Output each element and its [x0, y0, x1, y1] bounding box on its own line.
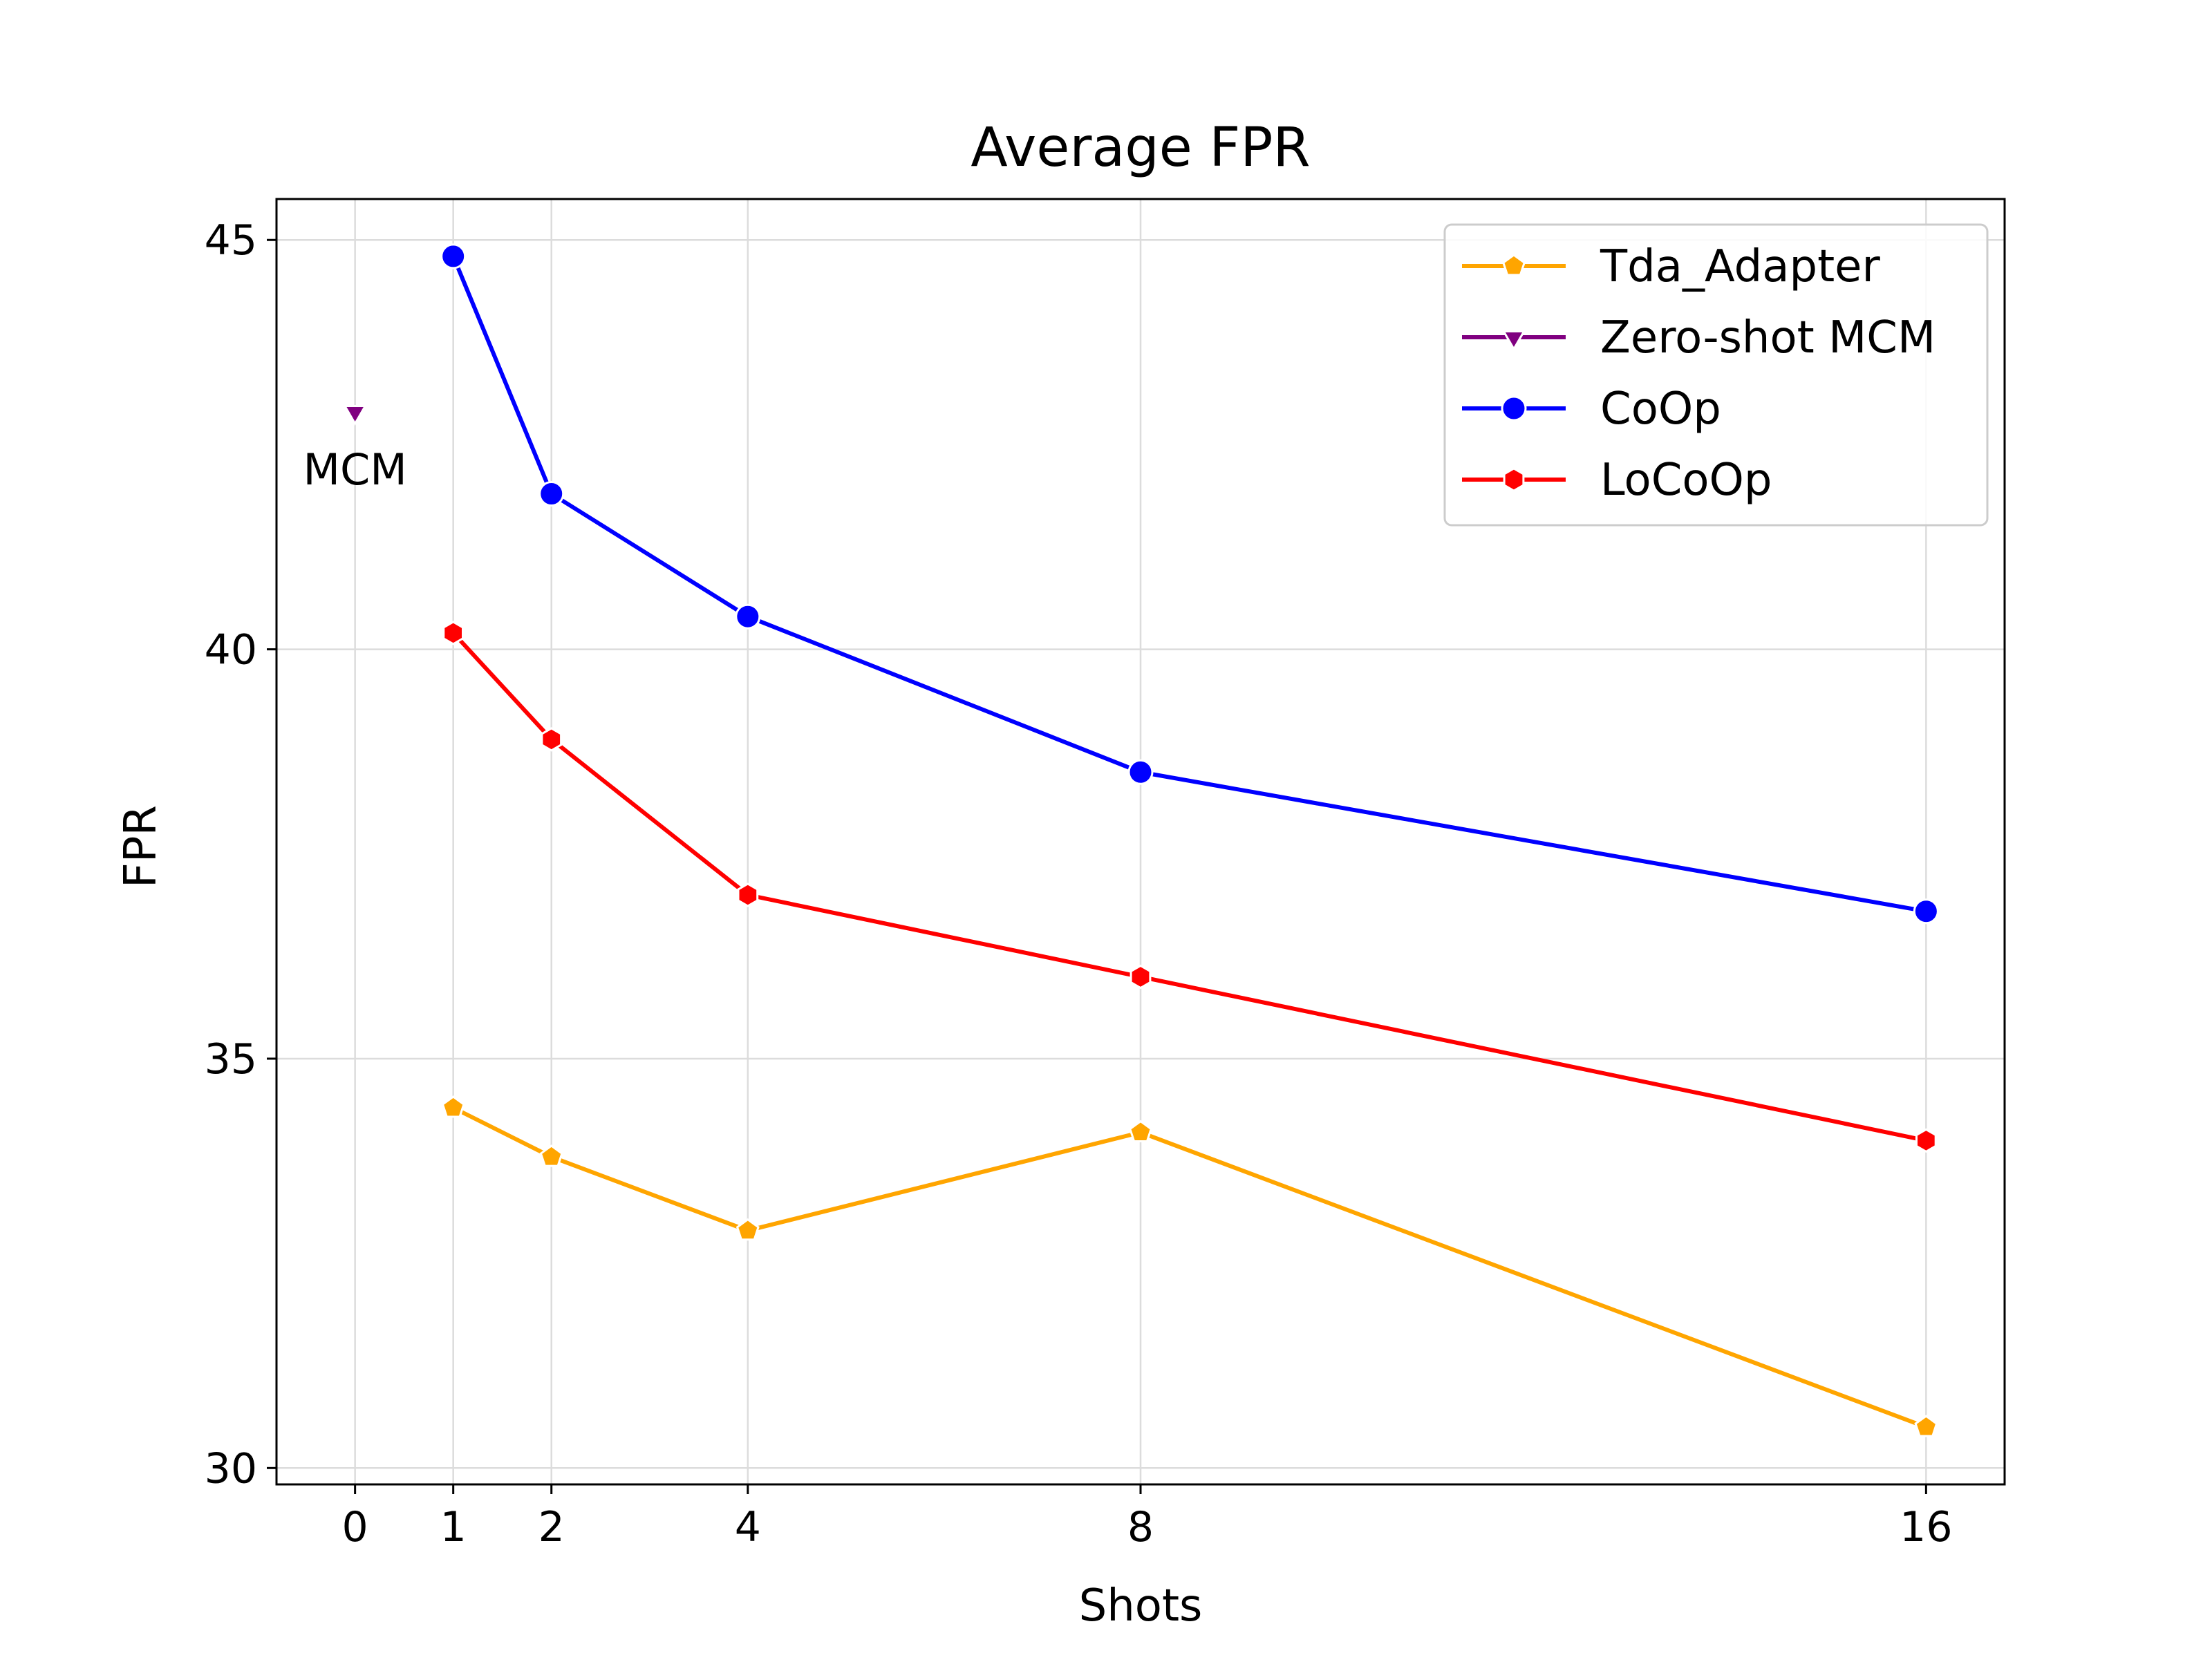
x-tick-label: 16: [1900, 1503, 1952, 1551]
legend-label: Tda_Adapter: [1600, 241, 1881, 292]
legend: Tda_Adapter Zero-shot MCM CoOp LoCoOp: [1443, 223, 1989, 527]
legend-box: [1443, 223, 1989, 527]
ticks-layer: 0 1 2 4 8 16 30 35 40 45: [205, 216, 1953, 1551]
legend-label: CoOp: [1600, 384, 1721, 435]
legend-marker: [1502, 254, 1526, 276]
legend-marker: [1503, 467, 1525, 492]
data-point-tda-adapter: [1914, 1415, 1938, 1437]
data-point-tda-adapter: [735, 1218, 760, 1241]
data-point-locoop: [541, 727, 563, 752]
legend-label: Zero-shot MCM: [1600, 312, 1936, 363]
data-point-coop: [1913, 898, 1939, 925]
data-point-coop: [735, 603, 761, 630]
data-point-coop: [538, 480, 565, 507]
annotation-label: MCM: [303, 444, 406, 495]
data-point-coop: [1127, 759, 1154, 785]
legend-marker: [1501, 330, 1526, 352]
y-axis-label: FPR: [115, 805, 167, 888]
x-tick-label: 1: [440, 1503, 467, 1551]
x-axis-label: Shots: [1079, 1580, 1203, 1632]
x-tick-label: 0: [342, 1503, 368, 1551]
data-point-zero-shot-mcm: [343, 405, 368, 426]
data-point-tda-adapter: [1129, 1120, 1152, 1142]
x-tick-label: 2: [538, 1503, 565, 1551]
data-point-locoop: [1130, 964, 1152, 990]
chart-title: Average FPR: [971, 117, 1310, 179]
x-tick-label: 8: [1127, 1503, 1154, 1551]
data-point-tda-adapter: [539, 1144, 563, 1167]
y-tick-label: 45: [205, 216, 257, 265]
y-tick-label: 35: [205, 1035, 257, 1084]
y-tick-label: 30: [205, 1444, 257, 1493]
data-point-locoop: [737, 882, 759, 907]
legend-label: LoCoOp: [1600, 455, 1772, 506]
legend-marker: [1501, 395, 1527, 422]
data-point-locoop: [442, 621, 464, 645]
data-point-locoop: [1915, 1128, 1937, 1153]
data-point-coop: [440, 243, 467, 270]
x-tick-label: 4: [735, 1503, 761, 1551]
annotation-layer: MCM: [303, 444, 406, 495]
series-layer: [343, 243, 1939, 1437]
data-point-tda-adapter: [441, 1095, 465, 1118]
y-tick-label: 40: [205, 626, 257, 674]
